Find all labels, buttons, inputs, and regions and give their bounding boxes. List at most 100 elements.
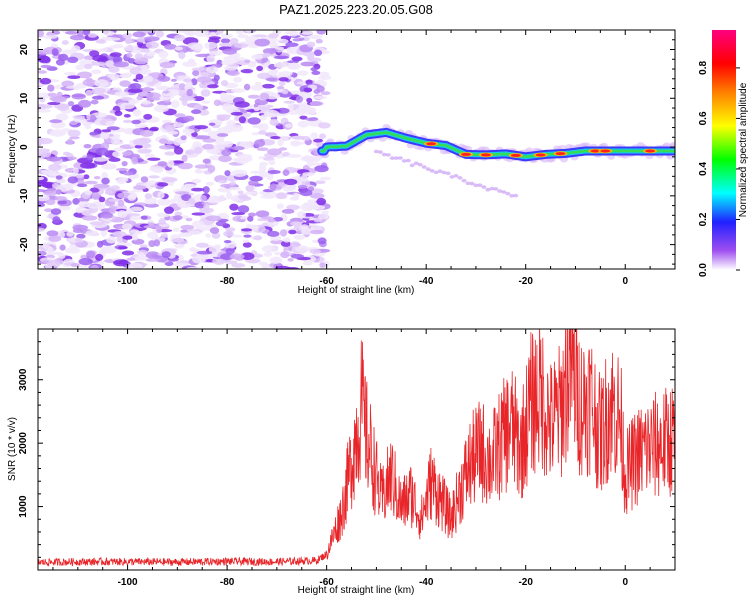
noise-speck [287,154,302,158]
noise-speck [192,70,200,76]
noise-speck [220,33,233,39]
noise-speck [242,239,249,243]
y-tick-label: -10 [19,188,30,203]
noise-speck [49,119,63,124]
noise-speck [72,198,80,205]
noise-speck [278,147,288,151]
noise-speck [55,175,63,180]
spectrogram-y-ticks: -20 -10 0 10 20 [19,29,675,265]
noise-speck [221,149,232,157]
noise-speck [306,160,314,167]
noise-speck [318,122,331,129]
noise-speck [276,86,285,90]
noise-speck [45,198,56,206]
noise-speck [95,253,104,261]
noise-speck [38,70,47,74]
noise-speck [38,250,47,256]
noise-speck [316,30,326,35]
noise-speck [180,135,187,141]
noise-speck [39,77,52,85]
noise-speck [215,30,224,35]
y-tick-label: 3000 [18,368,29,391]
noise-speck [109,45,117,49]
noise-speck [130,206,143,212]
noise-speck [38,189,47,193]
y-tick-label: 10 [19,92,30,104]
noise-speck [135,73,144,80]
noise-speck [54,84,63,90]
noise-speck [56,103,70,111]
x-tick-label: -40 [419,276,434,287]
noise-speck [219,92,228,100]
noise-speck [247,215,254,222]
noise-speck [75,237,83,243]
noise-speck [180,215,189,219]
noise-speck [218,194,226,202]
noise-speck [317,214,329,220]
noise-speck [91,192,101,201]
noise-speck [71,45,81,52]
noise-speck [311,188,324,194]
noise-speck [147,231,159,239]
signal-hotspot-core [600,149,611,153]
noise-speck [254,139,266,147]
noise-speck [224,124,233,130]
noise-speck [126,257,136,261]
noise-speck [314,95,327,100]
noise-speck [117,210,128,218]
noise-speck [311,156,321,163]
snr-x-ticks: -100 -80 -60 -40 -20 0 [52,329,676,588]
noise-speck [52,216,61,224]
noise-speck [155,225,163,234]
noise-speck [290,253,304,259]
noise-speck [38,103,47,111]
noise-speck [65,247,81,254]
noise-speck [55,178,67,184]
noise-speck [106,236,117,244]
noise-speck [275,185,282,190]
noise-speck [206,197,221,204]
colorbar: 0.0 0.2 0.4 0.6 0.8 Normalized spectral ampl… [698,30,749,277]
noise-speck [52,183,59,189]
noise-speck [205,66,219,74]
noise-speck [244,59,251,63]
x-tick-label: 0 [622,577,628,588]
noise-speck [181,98,188,106]
noise-speck [248,180,259,186]
noise-speck [267,218,276,223]
noise-speck [278,80,286,86]
signal-trail [421,165,427,169]
noise-speck [225,191,233,200]
noise-speck [285,42,299,47]
noise-speck [40,64,52,69]
noise-speck [291,56,303,62]
noise-speck [289,196,299,201]
noise-speck [186,266,203,269]
noise-speck [136,95,144,101]
noise-speck [151,97,161,101]
noise-speck [75,64,85,71]
noise-speck [319,262,326,268]
noise-speck [178,51,186,60]
noise-speck [222,48,237,55]
noise-speck [265,77,278,82]
noise-speck [113,259,129,267]
noise-speck [67,101,75,107]
noise-speck [202,186,210,194]
noise-speck [275,192,287,200]
noise-speck [129,229,140,234]
noise-speck [188,198,196,205]
noise-speck [194,30,208,37]
noise-speck [229,203,239,211]
signal-trail [397,156,403,160]
noise-speck [310,132,319,140]
spectrogram-x-ticks: -100 -80 -60 -40 -20 0 [52,30,676,287]
noise-speck [157,198,171,206]
noise-speck [193,104,204,111]
noise-speck [223,230,234,237]
noise-speck [38,30,45,38]
noise-speck [195,135,211,140]
noise-speck [89,131,99,136]
noise-speck [156,212,170,218]
noise-speck [225,260,238,265]
